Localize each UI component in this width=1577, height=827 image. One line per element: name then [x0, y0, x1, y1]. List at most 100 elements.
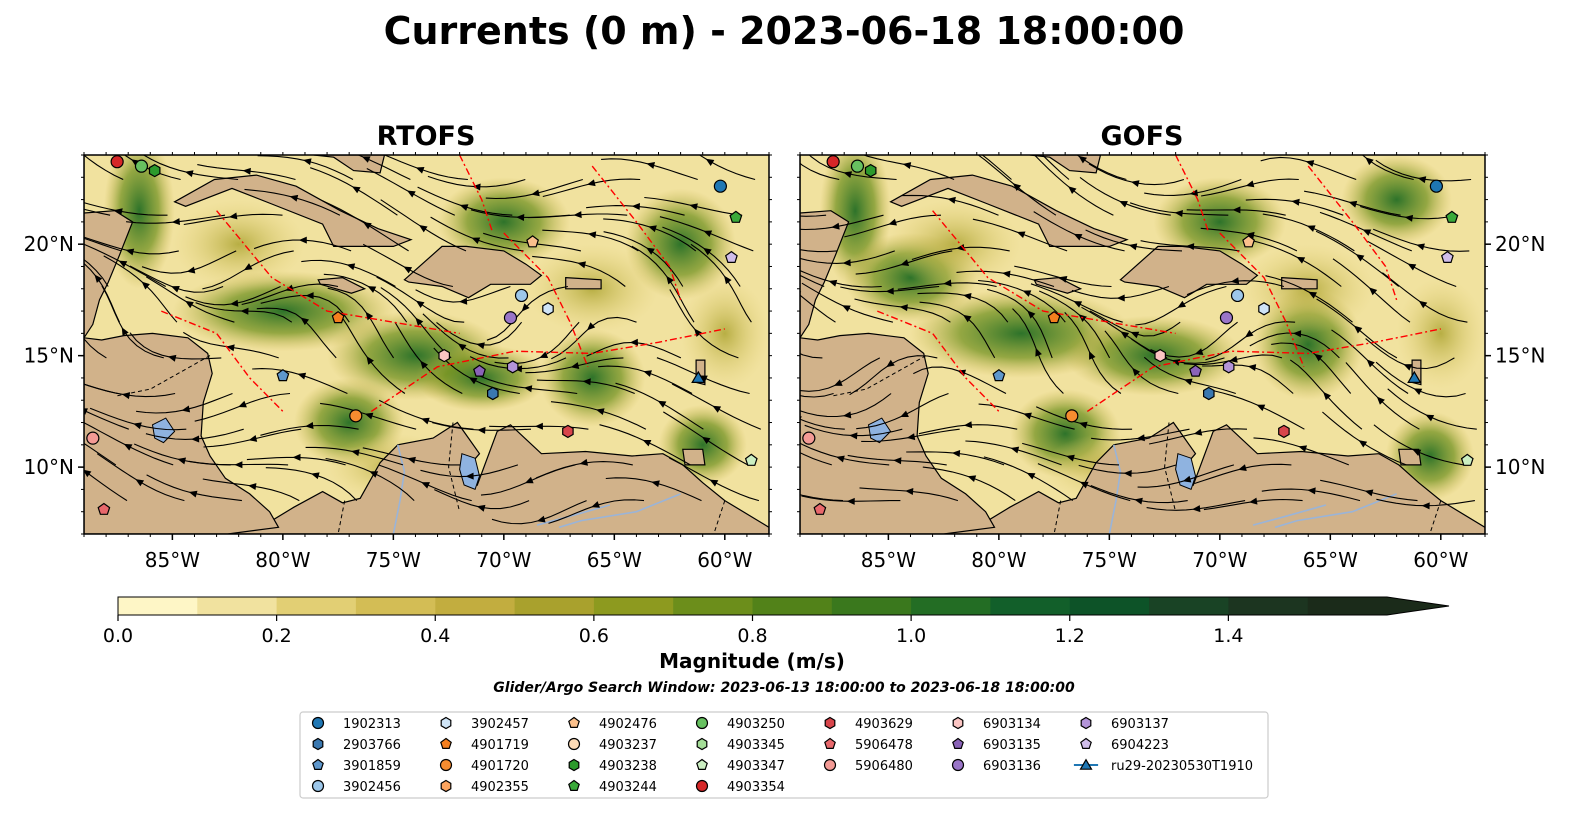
current-core — [415, 344, 548, 412]
streamline-arrow — [1305, 160, 1315, 167]
streamline-arrow — [476, 342, 485, 350]
streamline-arrow — [828, 279, 838, 287]
country-border — [713, 500, 726, 534]
legend-label: 5906478 — [855, 738, 913, 753]
float-marker-1902313 — [713, 179, 727, 193]
streamline — [84, 208, 111, 216]
streamline-arrow — [363, 222, 372, 230]
legend-label: 4903629 — [855, 717, 913, 732]
float-marker-4901719 — [1047, 310, 1061, 324]
legend-entry: 6903137 — [1080, 716, 1169, 732]
colorbar-cell — [752, 597, 833, 615]
map-area-rtofs — [68, 155, 769, 534]
streamline-arrow — [351, 186, 361, 194]
colorbar-cell — [593, 597, 674, 615]
streamline-arrow — [1027, 310, 1036, 319]
streamline-arrow — [1123, 469, 1132, 477]
legend-entry: 6903135 — [952, 737, 1041, 753]
eez-line — [503, 232, 589, 368]
colorbar-cell — [673, 597, 753, 615]
streamline-arrow — [888, 218, 897, 226]
colorbar-outline — [117, 596, 1450, 616]
y-tick-label: 20°N — [24, 232, 74, 256]
streamline — [1041, 155, 1070, 180]
streamline-arrow — [476, 504, 486, 512]
streamline-arrow — [1026, 472, 1036, 480]
map-area-gofs — [773, 140, 1485, 534]
streamline-arrow — [188, 490, 198, 498]
river — [1108, 444, 1122, 534]
y-tick-label: 20°N — [1495, 232, 1545, 256]
streamline-arrow — [1010, 446, 1020, 454]
float-marker-6903134 — [438, 348, 450, 363]
streamline-arrow — [1249, 497, 1258, 505]
streamline-arrow — [968, 143, 978, 153]
country-border — [1429, 500, 1442, 534]
land-cuba — [173, 174, 413, 247]
river — [536, 504, 611, 526]
float-marker-6903136 — [1219, 311, 1234, 325]
streamline-arrow — [133, 422, 142, 430]
float-marker-4903238 — [148, 163, 161, 178]
streamline-arrow — [1296, 256, 1306, 264]
legend-label: 3902456 — [343, 780, 401, 795]
streamline-arrow — [1421, 502, 1430, 510]
streamline-arrow — [238, 400, 247, 408]
eez-line — [877, 310, 1000, 412]
legend-marker-6903136 — [951, 758, 965, 772]
float-marker-6903137 — [506, 360, 519, 374]
streamline-arrow — [242, 167, 251, 175]
float-marker-4902476 — [526, 235, 540, 248]
streamline-arrow — [1171, 359, 1181, 366]
streamline-arrow — [1186, 243, 1195, 251]
streamline-arrow — [1291, 198, 1300, 206]
float-marker-ru29-20230530T1910 — [1407, 370, 1422, 383]
legend-marker-6903135 — [952, 737, 964, 750]
streamline-arrow — [1247, 364, 1257, 371]
streamline-arrow — [1362, 229, 1372, 236]
streamline-arrow — [531, 189, 540, 197]
streamlines — [68, 155, 762, 525]
streamline-arrow — [646, 247, 655, 255]
legend-marker-4903250 — [695, 716, 709, 730]
colorbar-extend-arrow — [1307, 597, 1449, 615]
lake — [459, 453, 481, 491]
colorbar-label: Magnitude (m/s) — [659, 649, 845, 673]
streamline-arrow — [84, 469, 92, 478]
map-frame — [799, 154, 1486, 535]
colorbar-cell — [1069, 597, 1150, 615]
streamline-arrow — [1412, 449, 1422, 456]
streamline-arrow — [68, 317, 78, 327]
streamline-arrow — [1027, 140, 1038, 151]
streamline-arrow — [900, 410, 909, 418]
y-tick-label: 15°N — [24, 344, 74, 368]
streamline-arrow — [947, 196, 956, 204]
streamline-arrow — [539, 351, 549, 358]
streamline-arrow — [171, 285, 180, 293]
float-marker-4901720 — [1065, 409, 1079, 423]
streamline-arrow — [403, 266, 413, 274]
streamline-arrow — [228, 212, 238, 220]
legend-marker-4903238 — [568, 758, 580, 772]
legend-label: 4903244 — [599, 780, 657, 795]
streamline — [800, 452, 832, 466]
country-border — [1164, 422, 1177, 512]
streamline-arrow — [367, 286, 377, 293]
x-tick-label: 75°W — [1082, 548, 1137, 572]
legend-label: 6904223 — [1111, 738, 1169, 753]
legend-label: 4903237 — [599, 738, 657, 753]
legend-entry: 4903237 — [567, 737, 657, 753]
legend-label: 4902476 — [599, 717, 657, 732]
colorbar-cell — [355, 597, 436, 615]
streamline-arrow — [415, 167, 425, 174]
float-marker-4903238 — [864, 163, 877, 178]
streamline-arrow — [773, 333, 784, 344]
float-marker-2903766 — [1202, 386, 1215, 401]
legend-label: 4903347 — [727, 759, 785, 774]
colorbar-ticks: 0.0 0.2 0.4 0.6 0.8 1.0 1.2 1.4 — [103, 615, 1243, 647]
current-core — [1341, 155, 1452, 245]
streamline-arrow — [94, 274, 103, 283]
legend-label: 4903345 — [727, 738, 785, 753]
streamline-arrow — [243, 263, 253, 271]
